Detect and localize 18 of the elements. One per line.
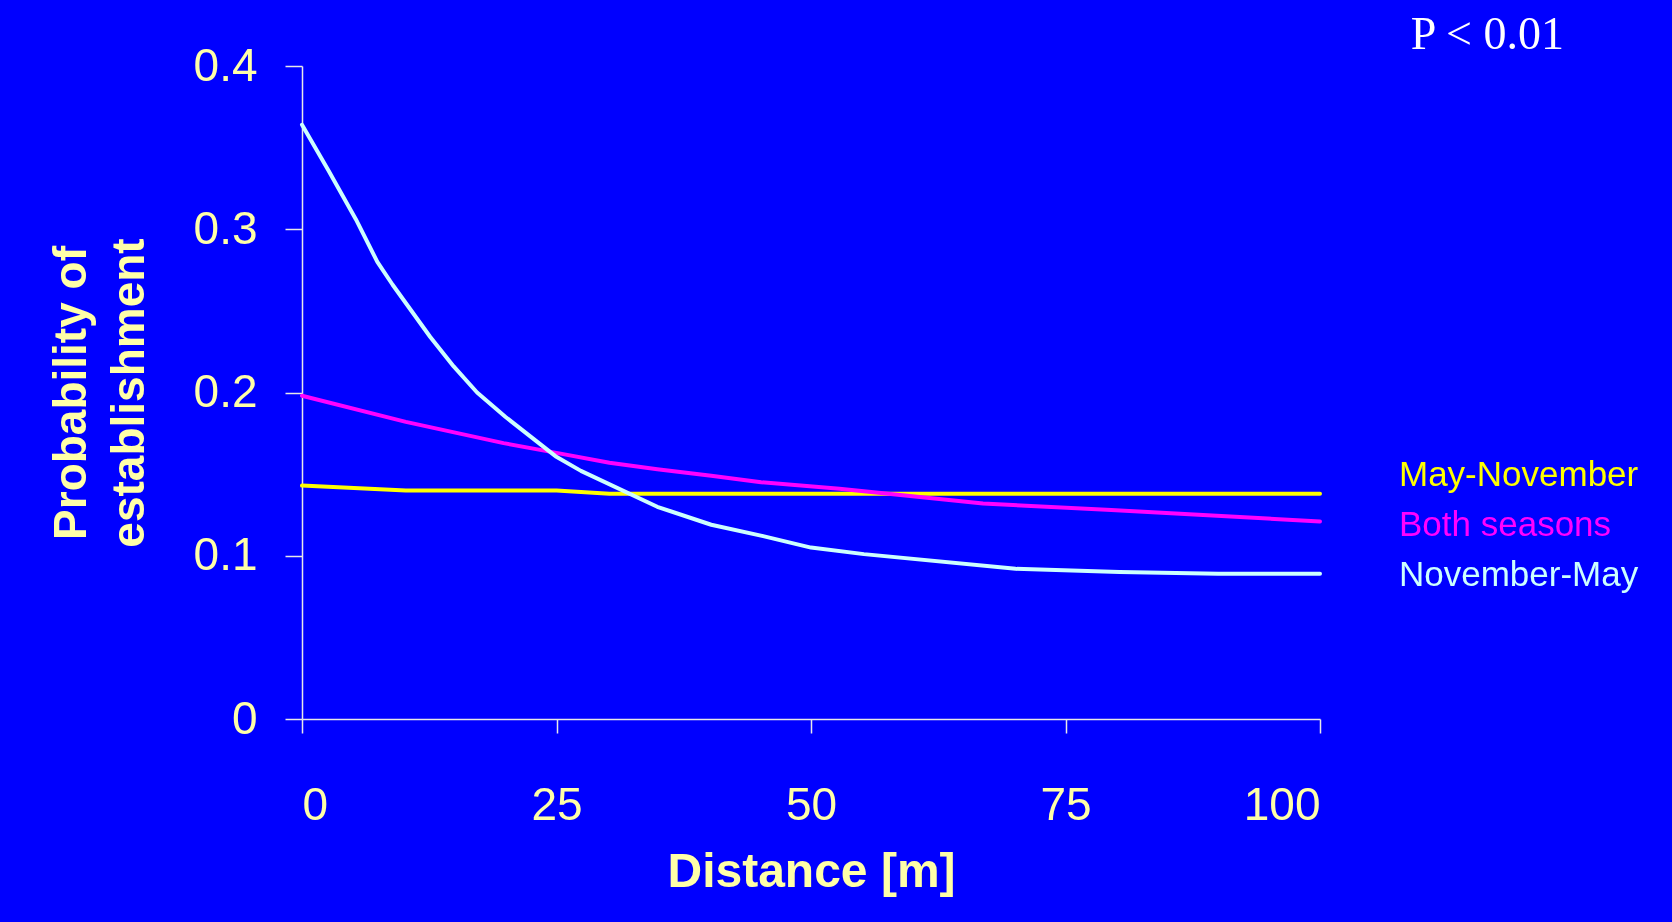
text: November-May (1399, 554, 1639, 594)
line-series (300, 393, 1322, 524)
x-tick-label: 100 (1243, 777, 1321, 830)
x-tick-label: 0 (302, 777, 329, 830)
y-tick-label: 0.2 (193, 365, 258, 417)
y-axis-title: Probability of establishment (43, 238, 154, 548)
x-tick-label: 50 (785, 777, 838, 830)
y-tick-label: 0.3 (193, 201, 258, 254)
text: May-November (1399, 454, 1639, 494)
line-series (300, 122, 1322, 576)
text: P < 0.01 (1410, 8, 1564, 59)
y-tick-label: 0 (231, 691, 258, 744)
y-tick-label: 0.1 (193, 528, 258, 581)
x-axis-title: Distance [m] (667, 843, 956, 897)
x-tick-label: 25 (531, 777, 583, 830)
x-tick-label: 75 (1040, 777, 1092, 830)
y-tick-label: 0.4 (193, 38, 258, 91)
text: Both seasons (1399, 504, 1612, 544)
